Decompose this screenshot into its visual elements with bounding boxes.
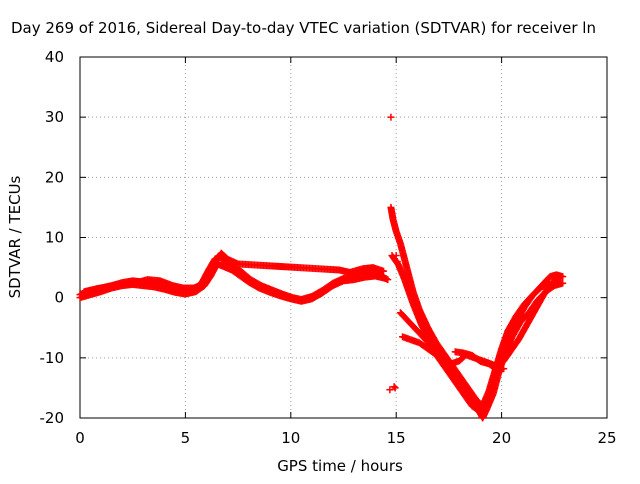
data-point [557, 273, 565, 281]
x-tick-label: 5 [181, 429, 191, 447]
x-axis-label: GPS time / hours [277, 457, 403, 475]
data-point [390, 383, 398, 391]
y-tick-label: -20 [40, 409, 65, 427]
data-point [392, 252, 400, 260]
x-tick-label: 15 [387, 429, 406, 447]
chart-title: Day 269 of 2016, Sidereal Day-to-day VTE… [11, 19, 596, 37]
y-axis-label: SDTVAR / TECUs [6, 175, 24, 298]
data-layer [76, 113, 567, 422]
y-tick-label: 10 [45, 229, 64, 247]
data-point [393, 258, 401, 266]
x-tick-label: 20 [492, 429, 511, 447]
y-tick-label: 40 [45, 48, 64, 66]
data-point [391, 384, 399, 392]
data-point [387, 113, 395, 121]
data-point [555, 273, 563, 281]
tick-layer: 0 5 10 15 20 25 -20 -10 0 10 20 30 40 [40, 48, 617, 447]
x-tick-label: 10 [281, 429, 300, 447]
data-point [380, 267, 388, 275]
x-tick-label: 0 [75, 429, 85, 447]
data-point [382, 274, 390, 282]
y-tick-label: 0 [54, 289, 64, 307]
y-tick-label: 20 [45, 168, 64, 186]
x-tick-label: 25 [597, 429, 616, 447]
data-point [559, 279, 567, 287]
y-tick-label: -10 [40, 349, 65, 367]
y-tick-label: 30 [45, 108, 64, 126]
data-point [500, 365, 508, 373]
data-point [386, 386, 394, 394]
